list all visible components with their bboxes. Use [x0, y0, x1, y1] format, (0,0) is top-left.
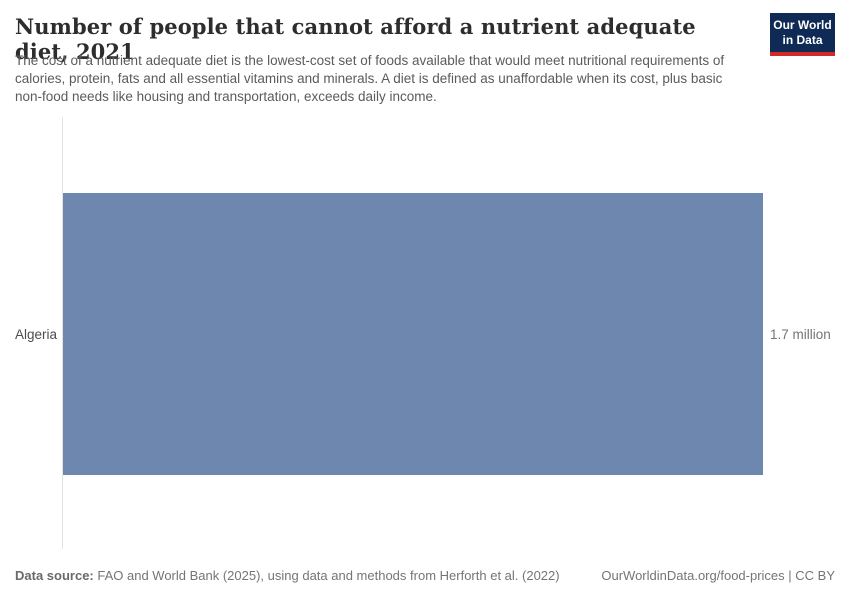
- owid-logo-box: Our World in Data: [770, 13, 835, 52]
- value-label-algeria: 1.7 million: [770, 327, 831, 342]
- data-source-label: Data source:: [15, 568, 94, 583]
- chart-footer: Data source: FAO and World Bank (2025), …: [15, 568, 835, 583]
- chart-subtitle: The cost of a nutrient adequate diet is …: [15, 53, 725, 104]
- owid-logo-stripe: [770, 52, 835, 56]
- data-source-text: FAO and World Bank (2025), using data an…: [93, 568, 560, 583]
- data-source-note: Data source: FAO and World Bank (2025), …: [15, 568, 560, 583]
- bar-algeria[interactable]: [63, 193, 763, 475]
- owid-url-link[interactable]: OurWorldinData.org/food-prices | CC BY: [601, 568, 835, 583]
- owid-logo-line1: Our World: [773, 18, 832, 32]
- chart-title: Number of people that cannot afford a nu…: [15, 14, 696, 64]
- owid-logo-line2: in Data: [782, 33, 823, 47]
- y-axis-line: [62, 117, 63, 549]
- owid-logo: Our World in Data: [770, 13, 835, 56]
- entity-label-algeria: Algeria: [14, 327, 57, 342]
